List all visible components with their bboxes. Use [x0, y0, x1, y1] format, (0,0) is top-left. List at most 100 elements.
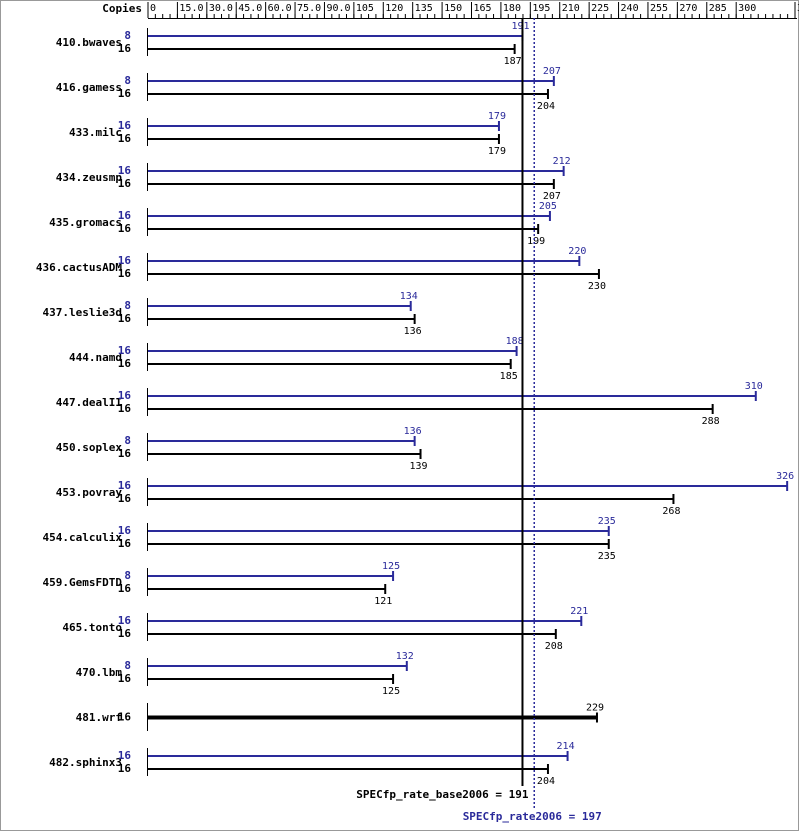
value-label: 136 [404, 326, 422, 337]
x-tick-label: 270 [679, 3, 697, 14]
value-label: 134 [400, 291, 418, 302]
benchmark-label: 416.gamess [56, 81, 122, 94]
value-label: 132 [396, 651, 414, 662]
reference-label: SPECfp_rate2006 = 197 [463, 810, 602, 823]
value-label: 125 [382, 686, 400, 697]
copies-label: 16 [118, 447, 132, 460]
value-label: 220 [568, 246, 586, 257]
value-label: 235 [598, 551, 616, 562]
copies-label: 8 [124, 434, 131, 447]
benchmark-label: 470.lbm [76, 666, 123, 679]
x-tick-label: 210 [562, 3, 580, 14]
benchmark-label: 436.cactusADM [36, 261, 122, 274]
copies-label: 16 [118, 614, 132, 627]
copies-label: 16 [118, 672, 132, 685]
x-tick-label: 195 [532, 3, 550, 14]
value-label: 199 [527, 236, 545, 247]
value-label: 288 [702, 416, 720, 427]
value-label: 188 [506, 336, 524, 347]
benchmark-label: 444.namd [69, 351, 122, 364]
copies-label: 16 [118, 749, 132, 762]
value-label: 204 [537, 776, 555, 787]
copies-label: 8 [124, 659, 131, 672]
copies-label: 8 [124, 569, 131, 582]
value-label: 212 [553, 156, 571, 167]
value-label: 205 [539, 201, 557, 212]
value-label: 214 [557, 741, 575, 752]
x-tick-label: 0 [150, 3, 156, 14]
x-tick-label: 225 [591, 3, 609, 14]
benchmark-label: 410.bwaves [56, 36, 122, 49]
benchmark-label: 433.milc [69, 126, 122, 139]
copies-label: 16 [118, 267, 132, 280]
value-label: 230 [588, 281, 606, 292]
copies-label: 16 [118, 389, 132, 402]
value-label: 179 [488, 111, 506, 122]
copies-label: 16 [118, 711, 132, 724]
copies-label: 16 [118, 537, 132, 550]
benchmark-label: 454.calculix [43, 531, 123, 544]
copies-label: 16 [118, 222, 132, 235]
x-tick-label: 120 [385, 3, 403, 14]
reference-label: SPECfp_rate_base2006 = 191 [356, 788, 529, 801]
value-label: 268 [662, 506, 680, 517]
value-label: 229 [586, 703, 604, 714]
copies-label: 16 [118, 479, 132, 492]
benchmark-label: 450.soplex [56, 441, 123, 454]
copies-label: 16 [118, 132, 132, 145]
value-label: 204 [537, 101, 555, 112]
benchmark-label: 435.gromacs [49, 216, 122, 229]
copies-label: 16 [118, 42, 132, 55]
value-label: 207 [543, 66, 561, 77]
value-label: 121 [374, 596, 392, 607]
benchmark-label: 482.sphinx3 [49, 756, 122, 769]
copies-label: 16 [118, 254, 132, 267]
copies-label: 16 [118, 492, 132, 505]
value-label: 185 [500, 371, 518, 382]
copies-label: 16 [118, 582, 132, 595]
value-label: 326 [776, 471, 794, 482]
copies-label: 8 [124, 74, 131, 87]
copies-label: 16 [118, 344, 132, 357]
value-label: 136 [404, 426, 422, 437]
x-tick-label: 45.0 [238, 3, 262, 14]
x-tick-label: 255 [650, 3, 668, 14]
x-tick-label: 90.0 [326, 3, 350, 14]
value-label: 179 [488, 146, 506, 157]
value-label: 221 [570, 606, 588, 617]
benchmark-label: 434.zeusmp [56, 171, 123, 184]
value-label: 191 [511, 21, 529, 32]
x-tick-label: 285 [709, 3, 727, 14]
copies-label: 16 [118, 312, 132, 325]
x-tick-label: 165 [474, 3, 492, 14]
copies-header: Copies [102, 2, 142, 15]
x-tick-label: 15.0 [179, 3, 203, 14]
copies-label: 16 [118, 357, 132, 370]
value-label: 187 [504, 56, 522, 67]
benchmark-label: 447.dealII [56, 396, 122, 409]
x-tick-label: 180 [503, 3, 521, 14]
copies-label: 16 [118, 119, 132, 132]
value-label: 207 [543, 191, 561, 202]
copies-label: 16 [118, 762, 132, 775]
copies-label: 8 [124, 29, 131, 42]
copies-label: 8 [124, 299, 131, 312]
benchmark-label: 465.tonto [62, 621, 122, 634]
benchmark-label: 459.GemsFDTD [43, 576, 123, 589]
benchmark-label: 481.wrf [76, 711, 122, 724]
value-label: 208 [545, 641, 563, 652]
value-label: 139 [409, 461, 427, 472]
copies-label: 16 [118, 164, 132, 177]
x-tick-label: 240 [621, 3, 639, 14]
copies-label: 16 [118, 87, 132, 100]
value-label: 235 [598, 516, 616, 527]
value-label: 310 [745, 381, 763, 392]
copies-label: 16 [118, 627, 132, 640]
value-label: 125 [382, 561, 400, 572]
copies-label: 16 [118, 177, 132, 190]
x-tick-label: 60.0 [268, 3, 292, 14]
copies-label: 16 [118, 524, 132, 537]
copies-label: 16 [118, 402, 132, 415]
